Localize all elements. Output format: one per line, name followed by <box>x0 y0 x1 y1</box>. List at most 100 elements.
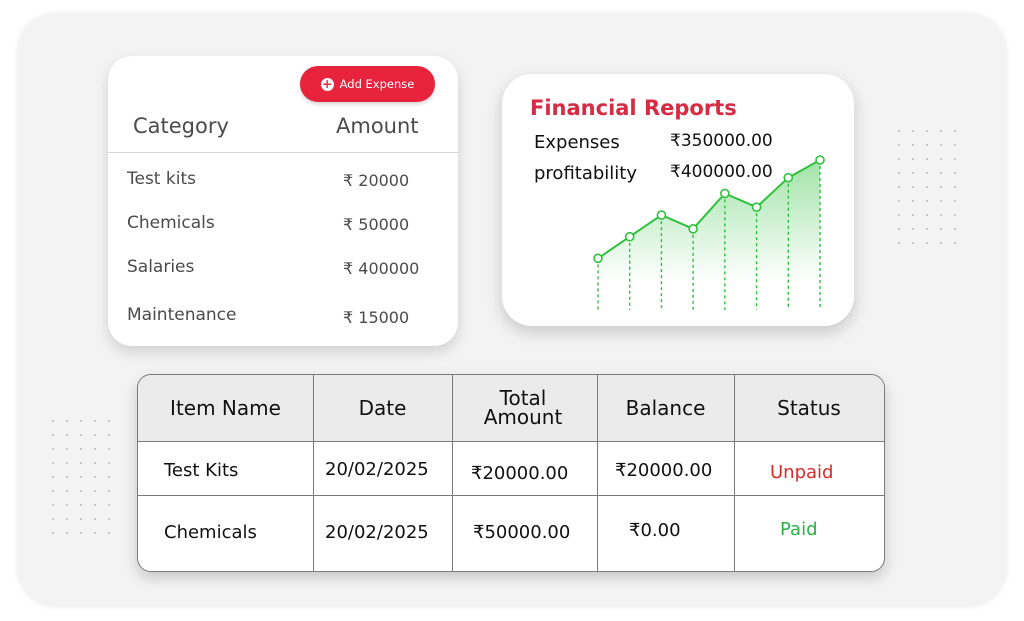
decorative-dot <box>80 420 82 422</box>
decorative-dot <box>940 242 942 244</box>
decorative-dot <box>912 130 914 132</box>
decorative-dot <box>52 434 54 436</box>
profitability-area-chart <box>593 155 825 310</box>
profitability-label: profitability <box>534 163 638 184</box>
decorative-dot <box>898 130 900 132</box>
cell-total-amount: ₹50000.00 <box>473 521 571 543</box>
financial-reports-card: Financial Reports Expenses ₹350000.00 pr… <box>502 74 854 326</box>
decorative-dot <box>940 186 942 188</box>
chart-data-point <box>656 210 667 220</box>
expense-category: Test kits <box>127 169 196 189</box>
decorative-dot <box>94 448 96 450</box>
decorative-dot <box>108 504 110 506</box>
decorative-dot <box>940 228 942 230</box>
decorative-dot <box>108 462 110 464</box>
decorative-dot <box>52 504 54 506</box>
decorative-dot <box>80 476 82 478</box>
decorative-dot <box>898 144 900 146</box>
decorative-dot <box>52 462 54 464</box>
decorative-dot <box>94 518 96 520</box>
expense-category: Salaries <box>127 257 195 277</box>
expense-amount: ₹ 50000 <box>343 215 410 234</box>
decorative-dot <box>66 518 68 520</box>
decorative-dot <box>954 172 956 174</box>
invoice-table: Item Name Date Total Amount Balance Stat… <box>137 374 885 572</box>
decorative-dot <box>66 434 68 436</box>
decorative-dot <box>926 228 928 230</box>
decorative-dot <box>52 532 54 534</box>
decorative-dot <box>80 518 82 520</box>
decorative-dot <box>52 420 54 422</box>
chart-data-point <box>688 224 698 234</box>
decorative-dot <box>954 228 956 230</box>
add-expense-label: Add Expense <box>339 77 415 91</box>
expense-category-card: + Add Expense Category Amount Test kits … <box>108 56 458 346</box>
expense-amount: ₹ 15000 <box>343 308 410 327</box>
column-divider <box>313 375 314 571</box>
decorative-dot <box>66 476 68 478</box>
decorative-dot <box>954 158 956 160</box>
decorative-dot <box>926 186 928 188</box>
decorative-dot <box>940 200 942 202</box>
decorative-dot <box>912 172 914 174</box>
decorative-dot <box>912 242 914 244</box>
decorative-dot <box>954 186 956 188</box>
column-divider <box>452 375 453 571</box>
decorative-dot <box>912 214 914 216</box>
decorative-dot <box>94 462 96 464</box>
decorative-dot <box>94 476 96 478</box>
column-header-total-amount: Total Amount <box>483 386 563 429</box>
decorative-dot <box>80 462 82 464</box>
column-header-date: Date <box>358 395 407 420</box>
column-header-status: Status <box>777 395 841 420</box>
decorative-dot <box>66 490 68 492</box>
decorative-dot <box>94 420 96 422</box>
decorative-dot <box>940 144 942 146</box>
row-divider <box>138 495 884 496</box>
decorative-dot <box>940 214 942 216</box>
expense-amount: ₹ 20000 <box>343 171 410 190</box>
decorative-dot <box>108 532 110 534</box>
decorative-dot <box>926 144 928 146</box>
decorative-dot <box>52 518 54 520</box>
decorative-dot <box>80 490 82 492</box>
chart-data-point <box>751 202 762 212</box>
decorative-dot <box>80 504 82 506</box>
row-divider <box>138 441 884 442</box>
decorative-dot <box>898 186 900 188</box>
decorative-dot <box>108 476 110 478</box>
column-divider <box>597 375 598 571</box>
cell-item-name: Test Kits <box>164 459 239 481</box>
decorative-dot <box>926 172 928 174</box>
decorative-dot <box>80 434 82 436</box>
decorative-dot <box>80 532 82 534</box>
decorative-dot <box>898 242 900 244</box>
cell-balance: ₹20000.00 <box>615 459 713 481</box>
decorative-dot <box>108 420 110 422</box>
decorative-dot <box>954 214 956 216</box>
decorative-dot <box>940 158 942 160</box>
cell-balance: ₹0.00 <box>629 519 681 541</box>
column-divider <box>734 375 735 571</box>
decorative-dot <box>912 200 914 202</box>
decorative-dot <box>94 532 96 534</box>
decorative-dot <box>66 420 68 422</box>
decorative-dot <box>912 228 914 230</box>
table-header-row <box>138 375 884 441</box>
cell-total-amount: ₹20000.00 <box>471 462 569 484</box>
decorative-dot <box>66 532 68 534</box>
add-expense-button[interactable]: + Add Expense <box>300 66 435 102</box>
decorative-dot <box>926 130 928 132</box>
decorative-dot <box>94 490 96 492</box>
column-header-balance: Balance <box>625 395 706 420</box>
decorative-dot <box>66 462 68 464</box>
decorative-dot <box>52 476 54 478</box>
decorative-dot <box>898 172 900 174</box>
decorative-dot <box>954 130 956 132</box>
profitability-value: ₹400000.00 <box>670 162 773 182</box>
chart-data-point <box>720 188 730 199</box>
amount-column-header: Amount <box>336 114 419 138</box>
decorative-dot <box>954 242 956 244</box>
chart-data-point <box>815 155 825 165</box>
decorative-dot <box>926 158 928 160</box>
